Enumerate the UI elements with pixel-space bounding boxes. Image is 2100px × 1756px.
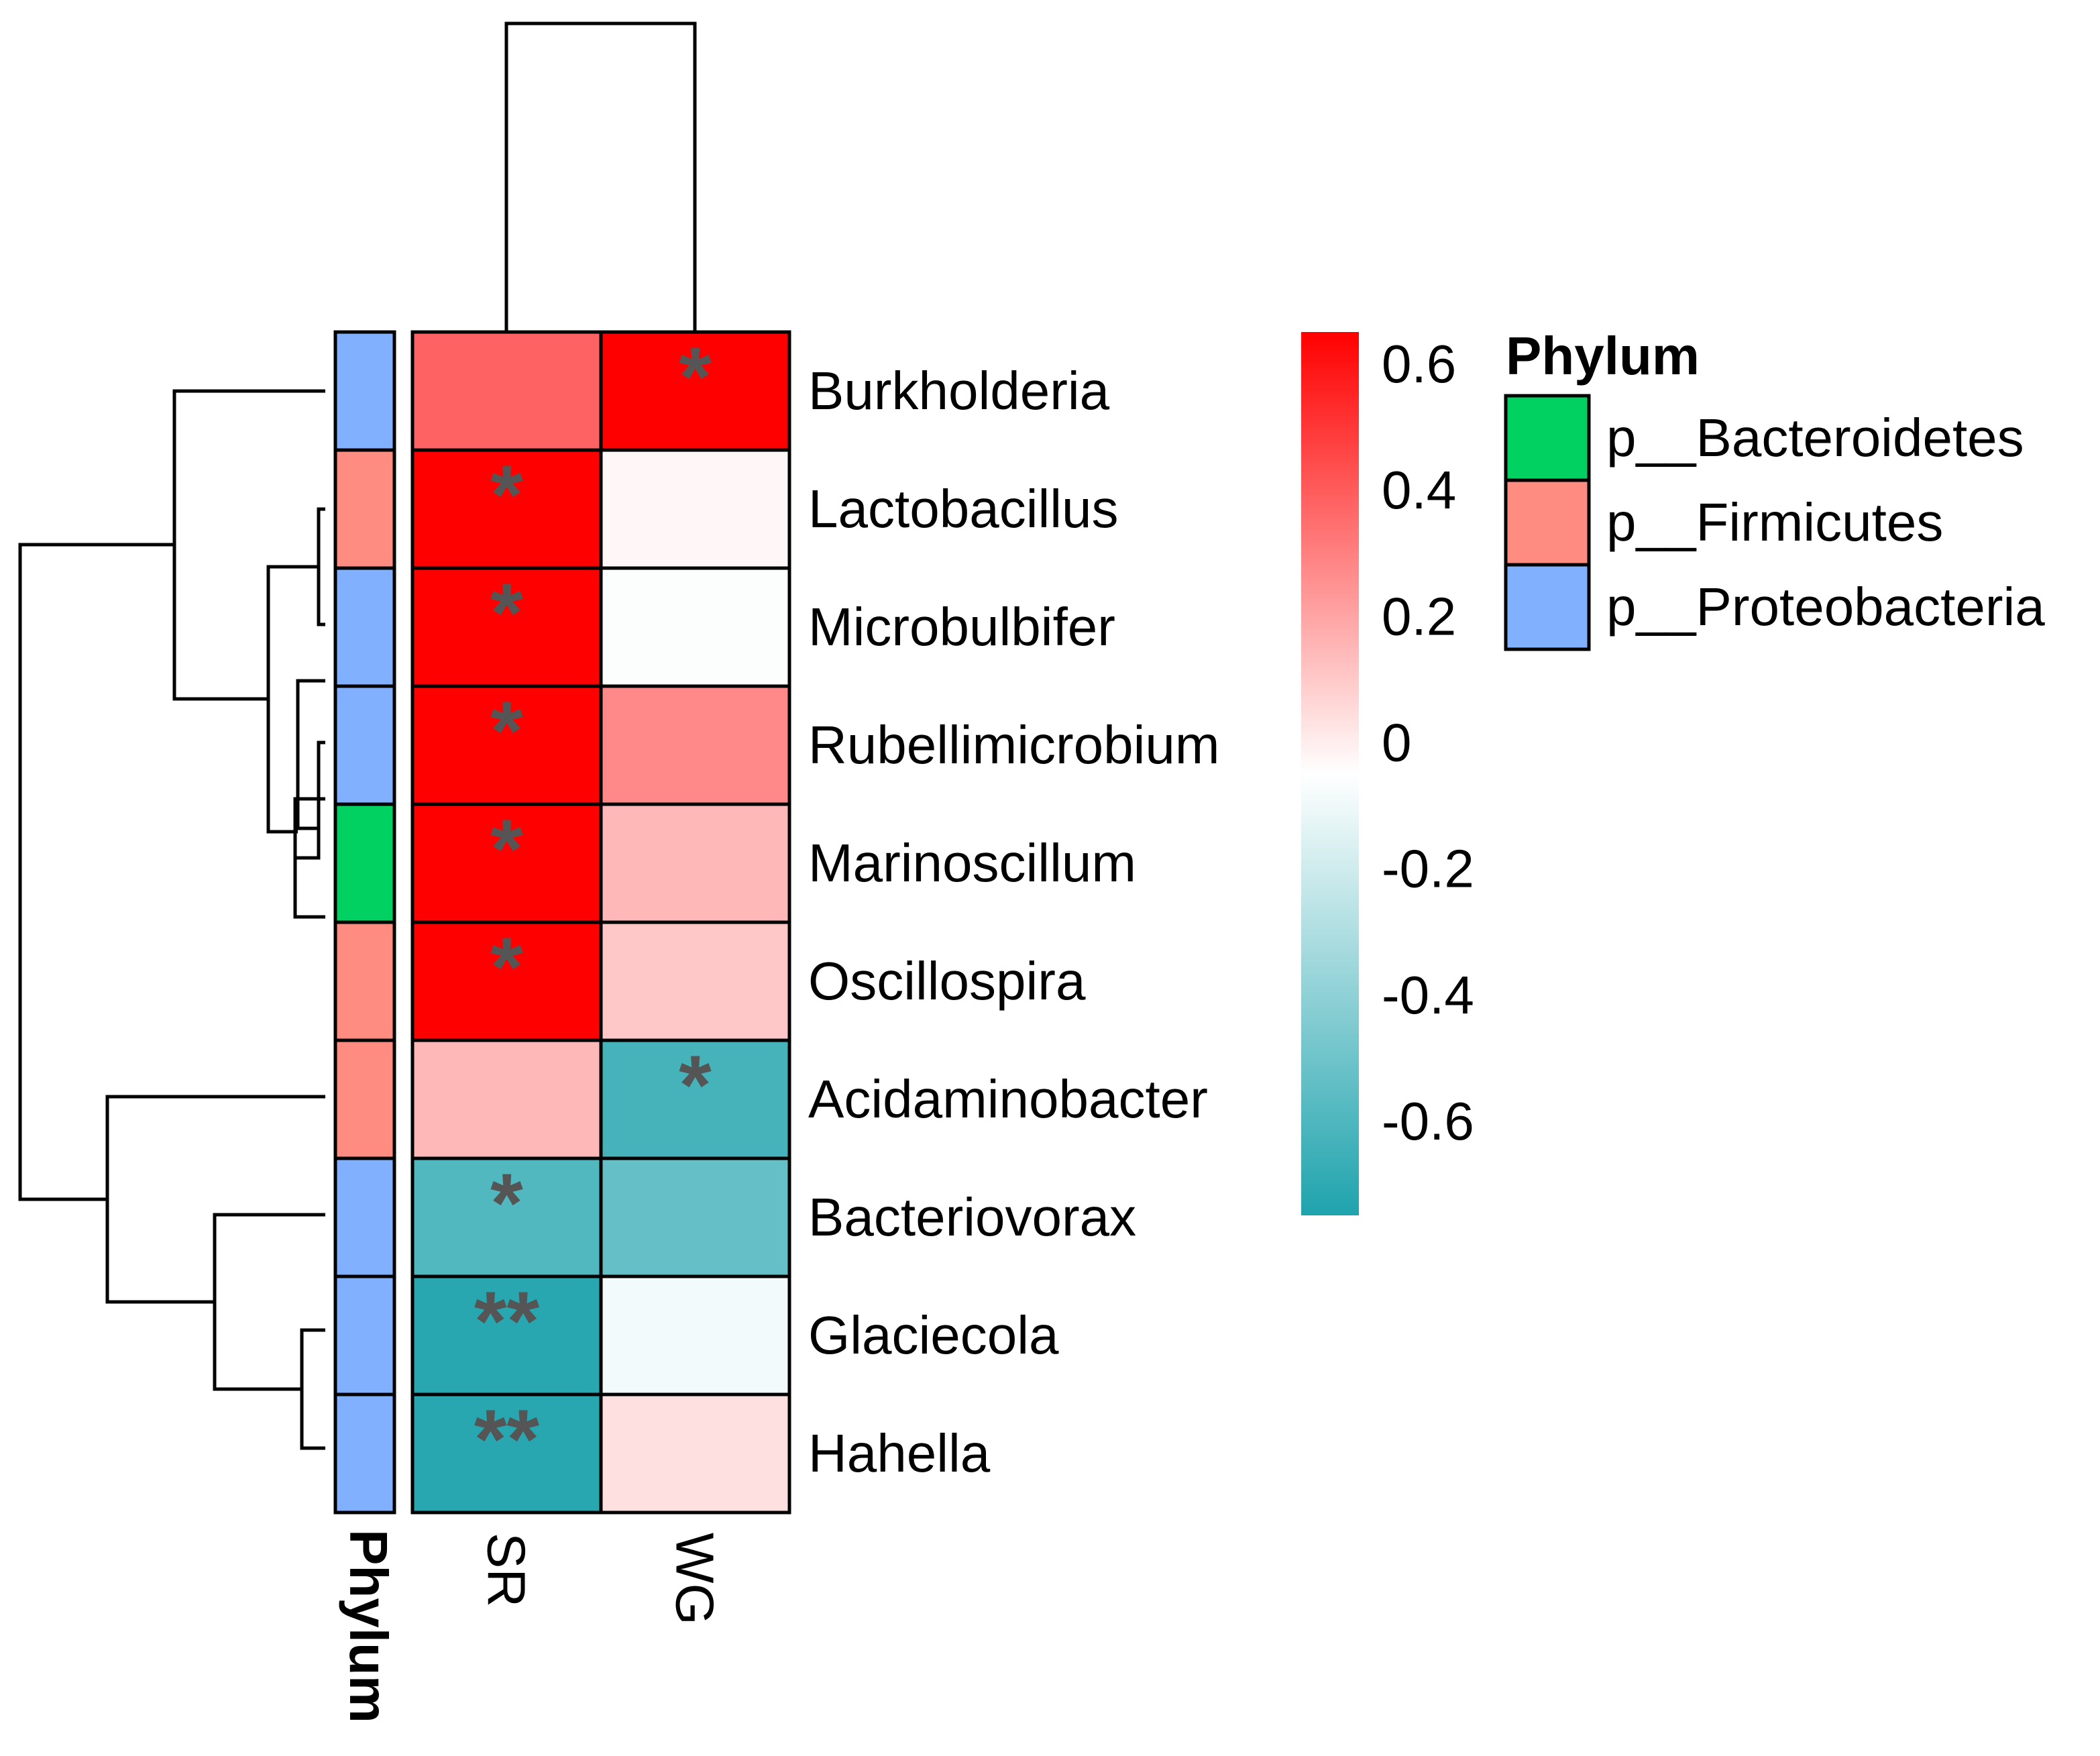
- phylum-legend-swatch: [1504, 394, 1591, 482]
- colorbar-tick-label: 0.2: [1382, 586, 1456, 646]
- phylum-axis-label: Phylum: [339, 1529, 398, 1723]
- row-label: Microbulbifer: [808, 597, 1115, 657]
- row-label: Glaciecola: [808, 1305, 1059, 1365]
- row-label: Oscillospira: [808, 951, 1086, 1011]
- heatmap-cells: [410, 330, 791, 1515]
- heatmap-cell: [599, 448, 791, 570]
- colorbar-tick-label: -0.4: [1382, 965, 1474, 1025]
- heatmap-cell: [599, 330, 791, 452]
- phylum-annotation-cell: [333, 448, 396, 570]
- row-label: Rubellimicrobium: [808, 715, 1220, 775]
- phylum-annotation-cell: [333, 920, 396, 1042]
- phylum-annotation-cell: [333, 1156, 396, 1278]
- colorbar-tick-label: 0.6: [1382, 334, 1456, 394]
- significance-star: *: [679, 1039, 712, 1132]
- heatmap-cell: [410, 1392, 603, 1515]
- heatmap-cell: [410, 1038, 603, 1160]
- row-label: Hahella: [808, 1423, 991, 1483]
- phylum-annotation-cell: [333, 566, 396, 688]
- heatmap-cell: [410, 330, 603, 452]
- row-dendrogram: [18, 389, 325, 1450]
- phylum-annotation-cell: [333, 684, 396, 806]
- column-label: SR: [477, 1533, 537, 1607]
- phylum-legend-items: p__Bacteroidetes p__Firmicutes p__Proteoba…: [1504, 394, 2045, 651]
- phylum-legend-label: p__Proteobacteria: [1606, 577, 2045, 637]
- row-label: Bacteriovorax: [808, 1187, 1136, 1247]
- phylum-annotation-column: [333, 330, 396, 1515]
- significance-star: *: [490, 567, 523, 660]
- row-labels: Burkholderia Lactobacillus Microbulbifer Ru…: [808, 361, 1220, 1483]
- colorbar: [1301, 332, 1359, 1215]
- colorbar-tick-label: -0.6: [1382, 1091, 1474, 1151]
- phylum-annotation-cell: [333, 1274, 396, 1396]
- color-scale-legend: 0.6 0.4 0.2 0 -0.2 -0.4 -0.6: [1301, 332, 1474, 1215]
- phylum-legend-swatch: [1504, 563, 1591, 651]
- phylum-legend-label: p__Firmicutes: [1606, 492, 1943, 552]
- significance-markers: ************: [474, 331, 712, 1486]
- column-labels: SR WG: [477, 1533, 725, 1625]
- significance-star: *: [490, 921, 523, 1014]
- heatmap-cell: [599, 920, 791, 1042]
- significance-star: *: [679, 331, 712, 424]
- row-label: Burkholderia: [808, 361, 1110, 421]
- heatmap-cell: [599, 802, 791, 924]
- phylum-legend: Phylum p__Bacteroidetes p__Firmicutes p__P…: [1504, 326, 2045, 651]
- significance-star: *: [490, 685, 523, 778]
- colorbar-ticks: 0.6 0.4 0.2 0 -0.2 -0.4 -0.6: [1382, 334, 1474, 1151]
- heatmap-cell: [410, 448, 603, 570]
- colorbar-tick-label: -0.2: [1382, 839, 1474, 899]
- column-label: WG: [665, 1533, 725, 1625]
- column-dendrogram: [504, 21, 697, 332]
- phylum-legend-title: Phylum: [1506, 326, 1700, 386]
- row-label: Acidaminobacter: [808, 1069, 1208, 1129]
- row-label: Marinoscillum: [808, 833, 1136, 893]
- colorbar-tick-label: 0: [1382, 712, 1412, 772]
- heatmap-cell: [599, 684, 791, 806]
- phylum-annotation-cell: [333, 330, 396, 452]
- significance-star: *: [490, 449, 523, 542]
- significance-star: **: [474, 1275, 540, 1368]
- significance-star: *: [490, 1157, 523, 1250]
- phylum-annotation-cell: [333, 802, 396, 924]
- significance-star: **: [474, 1393, 540, 1486]
- phylum-annotation-cell: [333, 1038, 396, 1160]
- heatmap-cell: [599, 1156, 791, 1278]
- colorbar-tick-label: 0.4: [1382, 460, 1456, 520]
- row-label: Lactobacillus: [808, 479, 1119, 539]
- phylum-legend-label: p__Bacteroidetes: [1606, 408, 2024, 468]
- heatmap-border: [410, 330, 791, 1515]
- phylum-annotation-cell: [333, 1392, 396, 1515]
- heatmap-cell: [599, 1274, 791, 1396]
- phylum-legend-swatch: [1504, 478, 1591, 567]
- heatmap-cell: [599, 566, 791, 688]
- significance-star: *: [490, 803, 523, 896]
- heatmap-cell: [599, 1392, 791, 1515]
